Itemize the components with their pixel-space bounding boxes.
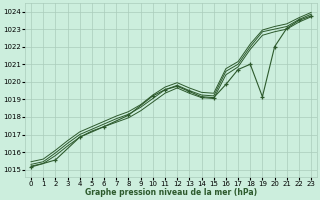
X-axis label: Graphe pression niveau de la mer (hPa): Graphe pression niveau de la mer (hPa) <box>85 188 257 197</box>
